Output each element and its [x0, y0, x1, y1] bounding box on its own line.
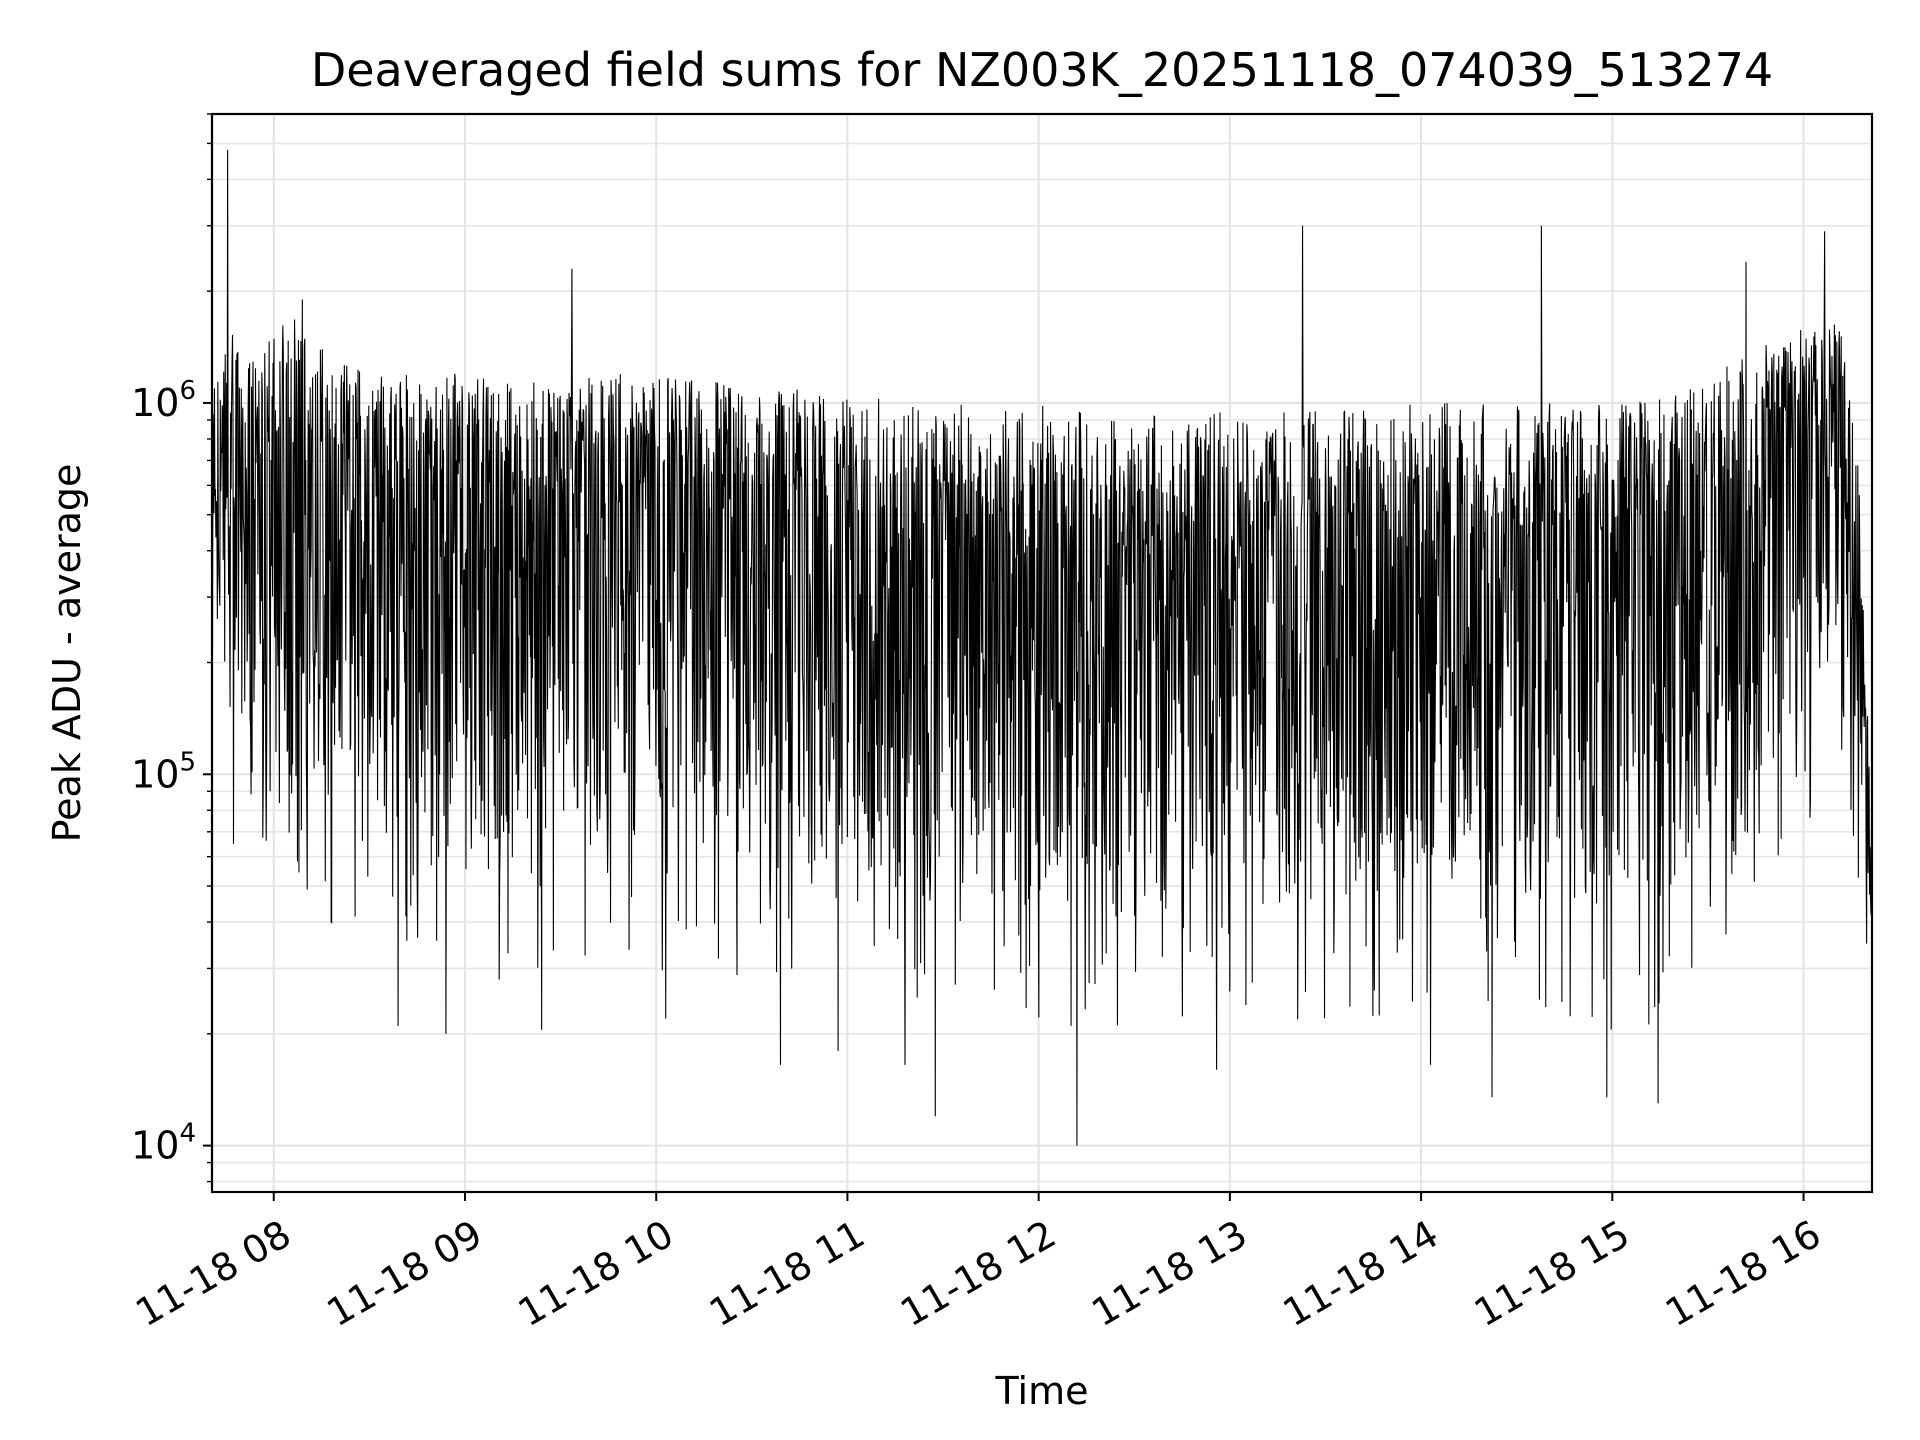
- y-tick-label: 104: [131, 1119, 196, 1168]
- y-axis-ticks: 104 105 106: [131, 113, 212, 1183]
- x-axis-label: Time: [995, 1369, 1089, 1413]
- series-line: [212, 149, 1872, 1146]
- chart-title: Deaveraged field sums for NZ003K_2025111…: [311, 43, 1773, 97]
- plot-area-frame: [210, 112, 1874, 1194]
- y-tick-label: 106: [131, 376, 196, 425]
- y-axis-label: Peak ADU - average: [45, 464, 89, 843]
- y-tick-label: 105: [131, 747, 196, 796]
